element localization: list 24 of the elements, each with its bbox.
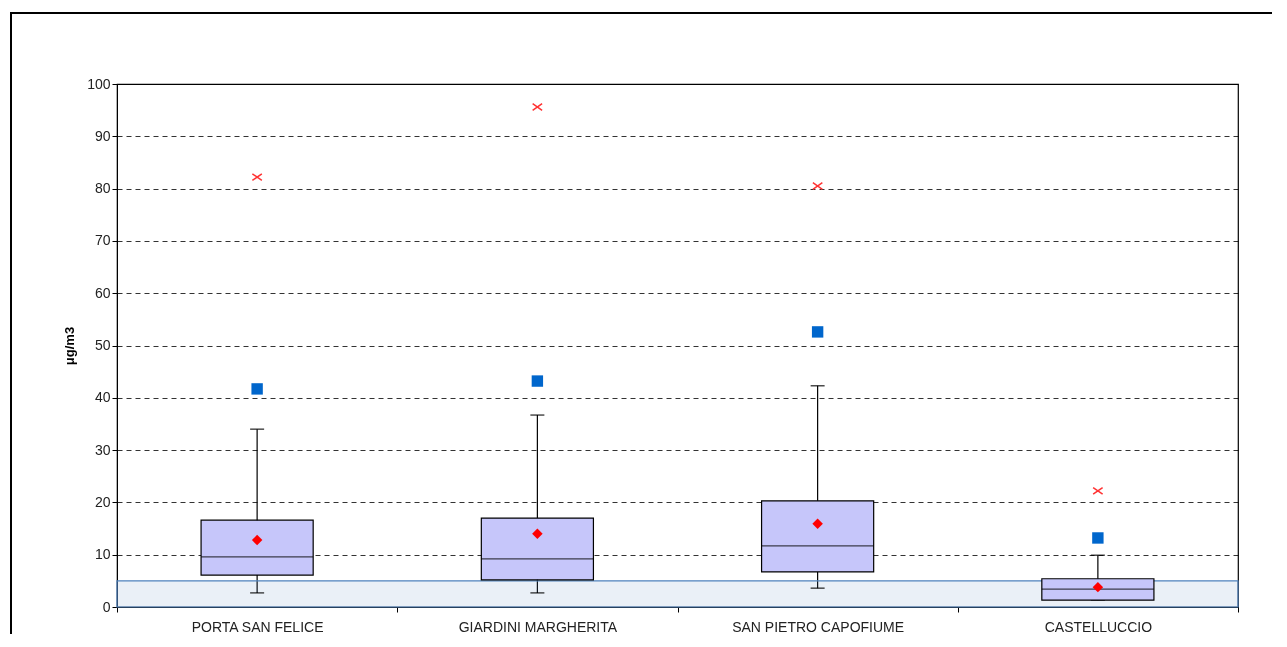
x-tick-label: SAN PIETRO CAPOFIUME: [732, 618, 905, 635]
y-tick-label: 40: [94, 389, 111, 406]
y-tick-label: 100: [87, 75, 111, 92]
y-axis-title: μg/m3: [62, 326, 78, 366]
y-tick-label: 0: [102, 598, 111, 615]
y-tick-label: 80: [94, 180, 111, 197]
y-tick-label: 20: [94, 493, 111, 510]
x-tick-label: PORTA SAN FELICE: [191, 618, 324, 635]
y-tick-label: 70: [94, 232, 111, 249]
point: [1092, 486, 1104, 495]
point: [251, 173, 263, 182]
point: [812, 181, 824, 191]
point: [1092, 532, 1104, 544]
point: [251, 383, 263, 395]
point: [531, 102, 543, 112]
y-tick-label: 30: [94, 441, 111, 458]
y-tick-label: 50: [94, 337, 111, 353]
y-tick-label: 60: [94, 284, 111, 301]
point: [531, 375, 544, 387]
point: [811, 326, 824, 338]
x-tick-label: CASTELLUCCIO: [1044, 618, 1153, 635]
y-tick-label: 10: [94, 546, 111, 563]
x-tick-label: GIARDINI MARGHERITA: [458, 618, 618, 635]
y-tick-label: 90: [94, 127, 111, 144]
